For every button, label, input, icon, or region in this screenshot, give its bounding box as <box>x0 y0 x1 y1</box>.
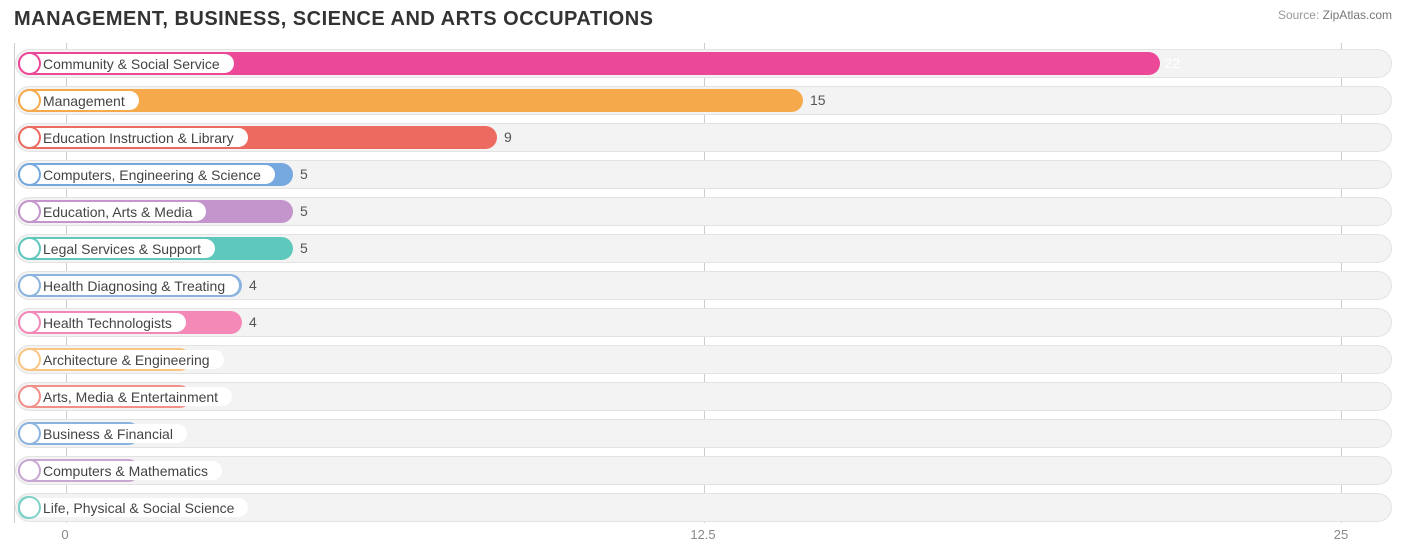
bar-row: Health Technologists 4 <box>15 306 1392 339</box>
bar-cap <box>18 496 41 519</box>
bar-cap <box>18 348 41 371</box>
bar-row: Computers & Mathematics2 <box>15 454 1392 487</box>
bar-label: Education Instruction & Library <box>43 130 234 146</box>
bar-row: Arts, Media & Entertainment3 <box>15 380 1392 413</box>
bar-label-pill: Community & Social Service <box>21 54 234 73</box>
bar-row: Business & Financial2 <box>15 417 1392 450</box>
bar-value: 4 <box>249 277 257 293</box>
bar-label: Management <box>43 93 125 109</box>
bar-row: Education Instruction & Library 9 <box>15 121 1392 154</box>
bar-label-pill: Architecture & Engineering <box>21 350 224 369</box>
bar-row: Life, Physical & Social Science0 <box>15 491 1392 524</box>
bar-label: Life, Physical & Social Science <box>43 500 234 516</box>
bar-label-pill: Education, Arts & Media <box>21 202 206 221</box>
bar-cap <box>18 163 41 186</box>
bar-label-pill: Legal Services & Support <box>21 239 215 258</box>
x-tick: 0 <box>61 527 68 542</box>
chart-source: Source: ZipAtlas.com <box>1278 8 1392 22</box>
bar-row: Computers, Engineering & Science 5 <box>15 158 1392 191</box>
bar-cap <box>18 311 41 334</box>
bar-label-pill: Health Technologists <box>21 313 186 332</box>
bar-cap <box>18 237 41 260</box>
bar-row: Community & Social Service 22 <box>15 47 1392 80</box>
bar-track <box>15 419 1392 448</box>
bar-label: Computers, Engineering & Science <box>43 167 261 183</box>
bar-value: 5 <box>300 166 308 182</box>
bar-value: 5 <box>300 240 308 256</box>
bar-row: Health Diagnosing & Treating 4 <box>15 269 1392 302</box>
bar-label: Community & Social Service <box>43 56 220 72</box>
bar-label: Health Technologists <box>43 315 172 331</box>
bar-cap <box>18 274 41 297</box>
chart-title: MANAGEMENT, BUSINESS, SCIENCE AND ARTS O… <box>14 8 653 31</box>
bar-label-pill: Education Instruction & Library <box>21 128 248 147</box>
bar-row: Education, Arts & Media 5 <box>15 195 1392 228</box>
bar-cap <box>18 126 41 149</box>
x-tick: 25 <box>1334 527 1348 542</box>
bar-cap <box>18 459 41 482</box>
plot-area: Community & Social Service 22 Management 15… <box>14 43 1392 523</box>
bar-row: Management 15 <box>15 84 1392 117</box>
x-axis: 0 12.5 25 <box>14 527 1392 547</box>
bar-cap <box>18 385 41 408</box>
bars-group: Community & Social Service 22 Management 15… <box>15 43 1392 524</box>
bar-value: 4 <box>249 314 257 330</box>
source-name: ZipAtlas.com <box>1323 8 1392 22</box>
bar-label-pill: Computers & Mathematics <box>21 461 222 480</box>
bar-label: Computers & Mathematics <box>43 463 208 479</box>
bar-cap <box>18 200 41 223</box>
bar-value: 22 <box>1164 55 1180 71</box>
chart-container: MANAGEMENT, BUSINESS, SCIENCE AND ARTS O… <box>0 0 1406 559</box>
bar-value: 9 <box>504 129 512 145</box>
x-tick: 12.5 <box>690 527 715 542</box>
bar-value: 15 <box>810 92 826 108</box>
bar-label-pill: Computers, Engineering & Science <box>21 165 275 184</box>
bar-label: Business & Financial <box>43 426 173 442</box>
bar-label: Legal Services & Support <box>43 241 201 257</box>
bar-label: Health Diagnosing & Treating <box>43 278 225 294</box>
bar-cap <box>18 422 41 445</box>
bar-label: Arts, Media & Entertainment <box>43 389 218 405</box>
chart-header: MANAGEMENT, BUSINESS, SCIENCE AND ARTS O… <box>14 8 1392 31</box>
bar-label-pill: Life, Physical & Social Science <box>21 498 248 517</box>
bar-value: 5 <box>300 203 308 219</box>
bar-row: Legal Services & Support 5 <box>15 232 1392 265</box>
bar-label-pill: Business & Financial <box>21 424 187 443</box>
bar-label: Education, Arts & Media <box>43 204 192 220</box>
bar-cap <box>18 89 41 112</box>
bar-cap <box>18 52 41 75</box>
bar-row: Architecture & Engineering3 <box>15 343 1392 376</box>
source-label: Source: <box>1278 8 1319 22</box>
bar-label-pill: Health Diagnosing & Treating <box>21 276 239 295</box>
bar-label-pill: Arts, Media & Entertainment <box>21 387 232 406</box>
bar-label: Architecture & Engineering <box>43 352 210 368</box>
